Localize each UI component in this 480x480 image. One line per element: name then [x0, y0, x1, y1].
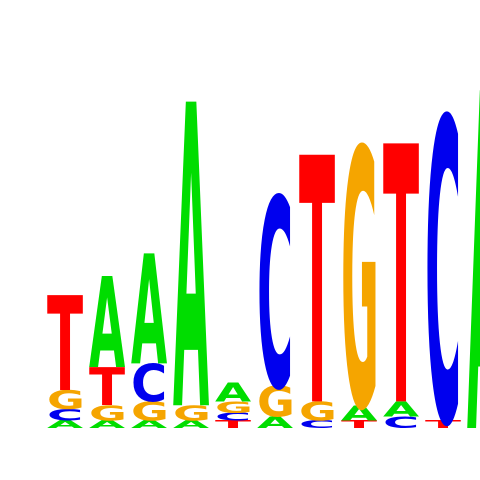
letter-t-pos10: T — [425, 418, 461, 430]
letter-a-pos2: A — [89, 418, 126, 430]
logo-stacks: ACGTAGTAAGCAAGATCGAAGCCGTTAGCATTCA — [47, 0, 480, 480]
letter-t-pos7: T — [299, 88, 335, 480]
letter-t-pos8: T — [341, 418, 377, 430]
letter-c-pos9: C — [383, 413, 419, 431]
letter-a-pos2: A — [89, 252, 125, 398]
letter-g-pos6: G — [257, 379, 295, 427]
letter-g-pos4: G — [173, 402, 211, 426]
letter-a-pos9: A — [383, 397, 419, 422]
letter-c-pos1: C — [47, 406, 83, 424]
letter-g-pos1: G — [47, 385, 85, 416]
letter-a-pos5: A — [215, 377, 252, 407]
letter-a-pos4: A — [173, 418, 210, 430]
letter-t-pos2: T — [89, 358, 125, 418]
letter-a-pos11: A — [467, 0, 480, 480]
letter-g-pos2: G — [89, 402, 127, 426]
letter-g-pos5: G — [215, 399, 253, 417]
letter-a-pos4: A — [173, 19, 210, 480]
letter-a-pos6: A — [257, 414, 293, 432]
letter-c-pos7: C — [299, 419, 335, 431]
letter-a-pos3: A — [131, 418, 168, 430]
letter-g-pos3: G — [131, 396, 169, 427]
letter-t-pos1: T — [47, 271, 83, 422]
letter-g-pos8: G — [341, 77, 379, 480]
letter-c-pos10: C — [425, 34, 461, 480]
letter-c-pos3: C — [131, 353, 167, 414]
letter-t-pos5: T — [215, 418, 251, 430]
letter-t-pos9: T — [383, 73, 419, 480]
letter-a-pos1: A — [47, 418, 84, 430]
letter-c-pos5: C — [215, 411, 251, 423]
letter-a-pos8: A — [341, 401, 377, 426]
letter-g-pos7: G — [299, 396, 337, 427]
letter-a-pos3: A — [131, 224, 167, 400]
letter-c-pos6: C — [257, 146, 293, 449]
